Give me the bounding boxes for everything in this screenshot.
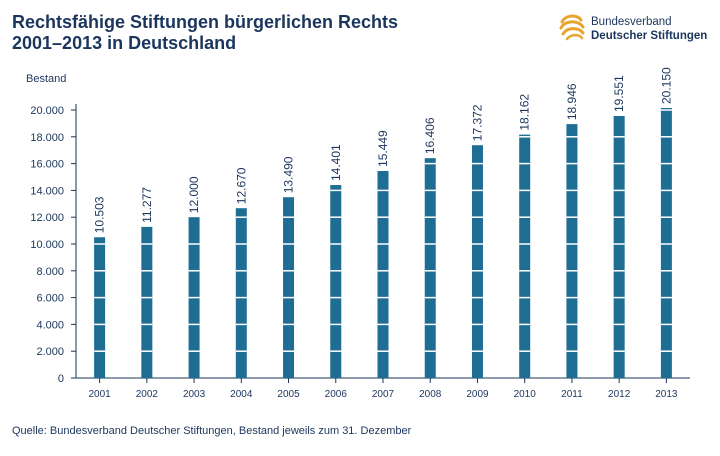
bar	[660, 107, 672, 379]
title-line-1: Rechtsfähige Stiftungen bürgerlichen Rec…	[12, 12, 399, 32]
data-label: 15.449	[376, 130, 390, 167]
x-tick-label: 2001	[88, 389, 111, 400]
x-tick-label: 2008	[419, 389, 442, 400]
bar	[519, 134, 531, 378]
publisher-logo: Bundesverband Deutscher Stiftungen	[557, 12, 707, 48]
x-tick-label: 2002	[136, 389, 159, 400]
bar	[471, 145, 483, 378]
bar	[235, 208, 247, 378]
data-label: 18.162	[518, 94, 532, 131]
bar	[141, 226, 153, 378]
bar	[94, 237, 106, 378]
y-tick-label: 12.000	[30, 212, 64, 224]
stiftungen-swirl-logo-icon	[559, 14, 585, 41]
bar	[424, 158, 436, 378]
title-line-2: 2001–2013 in Deutschland	[12, 33, 237, 53]
bar-chart: Bestand 0 2.000 4.000 6.000 8.000 10.000 12.000…	[26, 67, 690, 400]
bar	[377, 170, 389, 378]
data-label: 10.503	[93, 196, 107, 233]
bar	[613, 116, 625, 378]
x-tick-label: 2003	[183, 389, 206, 400]
y-tick-label: 18.000	[30, 132, 64, 144]
bar	[566, 124, 578, 378]
data-label: 12.670	[234, 167, 248, 204]
x-tick-label: 2009	[466, 389, 489, 400]
chart-title: Rechtsfähige Stiftungen bürgerlichen Rec…	[12, 12, 492, 54]
x-tick-label: 2013	[655, 389, 678, 400]
logo-line-1: Bundesverband	[591, 16, 672, 28]
y-tick-label: 6.000	[36, 293, 64, 305]
logo-line-2: Deutscher Stiftungen	[591, 30, 708, 42]
y-tick-label: 10.000	[30, 239, 64, 251]
y-tick-label: 14.000	[30, 185, 64, 197]
data-label: 17.372	[470, 104, 484, 141]
x-tick-label: 2007	[372, 389, 395, 400]
x-tick-label: 2011	[561, 389, 583, 400]
y-tick-label: 2.000	[36, 346, 64, 358]
x-tick-label: 2012	[608, 389, 631, 400]
data-label: 12.000	[187, 176, 201, 213]
x-tick-label: 2006	[325, 389, 348, 400]
x-tick-label: 2005	[277, 389, 300, 400]
x-tick-label: 2004	[230, 389, 253, 400]
data-label: 13.490	[282, 156, 296, 193]
data-label: 20.150	[659, 67, 673, 104]
data-label: 18.946	[565, 83, 579, 120]
data-label: 16.406	[423, 117, 437, 154]
data-label: 19.551	[612, 75, 626, 112]
y-axis-label: Bestand	[26, 73, 66, 85]
bar	[283, 197, 295, 378]
y-tick-label: 4.000	[36, 319, 64, 331]
data-label: 14.401	[329, 144, 343, 181]
y-tick-label: 8.000	[36, 266, 64, 278]
y-tick-label: 20.000	[30, 105, 64, 117]
bar	[330, 185, 342, 378]
y-tick-label: 16.000	[30, 159, 64, 171]
y-tick-label: 0	[58, 373, 64, 385]
x-tick-label: 2010	[514, 389, 537, 400]
source-note: Quelle: Bundesverband Deutscher Stiftung…	[12, 425, 412, 437]
data-label: 11.277	[140, 187, 154, 223]
